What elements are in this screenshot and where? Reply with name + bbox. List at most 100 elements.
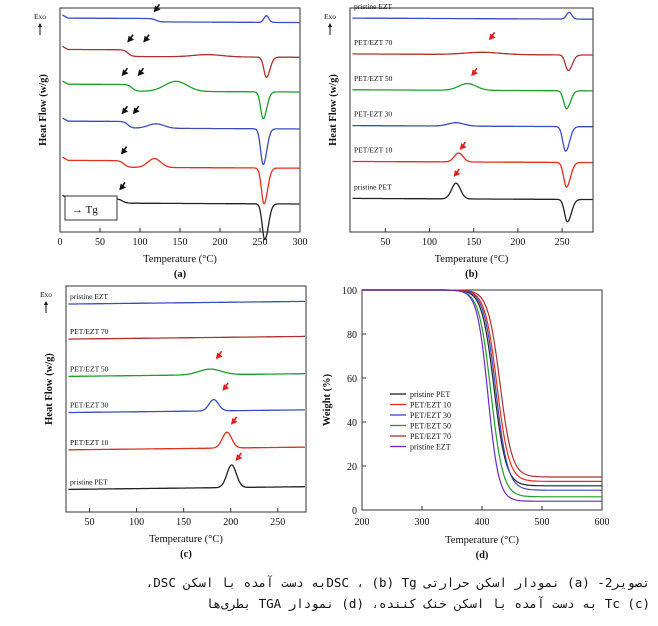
legend-entry-1: pristine PET bbox=[410, 390, 450, 399]
series-line-5 bbox=[62, 156, 300, 205]
series-line-1 bbox=[352, 11, 593, 20]
exo-arrow-head bbox=[38, 23, 42, 27]
series-label-3: PET/EZT 50 bbox=[354, 74, 393, 83]
y-tick-label: 40 bbox=[347, 418, 357, 429]
legend-entry-6: pristine EZT bbox=[410, 443, 451, 452]
legend-entry: → Tg bbox=[72, 204, 98, 216]
x-tick-label: 250 bbox=[555, 237, 570, 248]
series-line-3 bbox=[352, 82, 593, 110]
arrow-marker-6 bbox=[121, 105, 129, 115]
y-tick-label: 0 bbox=[352, 506, 357, 517]
arrow-marker-5 bbox=[137, 67, 145, 77]
arrow-head bbox=[120, 147, 128, 155]
legend-entry-3: PET/EZT 30 bbox=[410, 411, 451, 420]
exo-arrow-head bbox=[44, 301, 48, 305]
series-line-6 bbox=[352, 182, 593, 223]
arrow-head bbox=[459, 143, 467, 150]
plot-frame bbox=[349, 7, 594, 233]
y-tick-label: 60 bbox=[347, 374, 357, 385]
exo-label: Exo bbox=[324, 12, 336, 21]
y-axis-label: Heat Flow (w/g) bbox=[44, 353, 55, 425]
series-line-3 bbox=[62, 80, 300, 120]
chart-panel-d: 200 300 400 500 600 0 20 40 60 80 100 pristine PET P… bbox=[322, 286, 610, 561]
figure-caption: تصویر2- (a) نمودار اسکن حرارتی DSC ، (b)… bbox=[8, 572, 650, 614]
x-axis-label: Temperature (°C) bbox=[149, 534, 223, 545]
series-label-3: PET/EZT 50 bbox=[70, 364, 109, 373]
arrow-head bbox=[488, 33, 496, 41]
x-tick-label: 100 bbox=[422, 237, 437, 248]
x-tick-label: 250 bbox=[253, 237, 268, 248]
arrow-head bbox=[119, 183, 127, 191]
series-line-1 bbox=[68, 300, 305, 305]
x-axis-label: Temperature (°C) bbox=[445, 535, 519, 546]
arrow-head bbox=[153, 5, 161, 13]
series-line-5 bbox=[68, 431, 305, 451]
arrow-marker-9 bbox=[119, 181, 127, 191]
x-tick-label: 200 bbox=[223, 517, 238, 528]
x-tick-label: 50 bbox=[95, 237, 105, 248]
series-line-4 bbox=[68, 398, 305, 414]
arrow-head bbox=[127, 35, 135, 43]
legend: → Tg bbox=[64, 195, 118, 221]
arrow-marker-7 bbox=[132, 105, 140, 115]
x-tick-label: 300 bbox=[415, 517, 430, 528]
arrow-marker-1 bbox=[488, 31, 496, 41]
chart-panel-c: pristine EZT PET/EZT 70 PET/EZT 50 PET/EZT … bbox=[40, 285, 307, 560]
series-label-4: PET-EZT 30 bbox=[354, 110, 392, 119]
y-tick-label: 20 bbox=[347, 462, 357, 473]
panel-label: (b) bbox=[465, 269, 478, 280]
x-tick-label: 150 bbox=[466, 237, 481, 248]
caption-line-1: تصویر2- (a) نمودار اسکن حرارتی DSC ، (b)… bbox=[145, 575, 650, 590]
arrow-head bbox=[137, 69, 145, 77]
x-tick-label: 150 bbox=[173, 237, 188, 248]
series-line-6 bbox=[68, 464, 305, 491]
legend-entry-5: PET/EZT 70 bbox=[410, 432, 451, 441]
x-tick-label: 400 bbox=[475, 517, 490, 528]
series-label-6: pristine PET bbox=[354, 182, 392, 191]
series-line-3 bbox=[68, 368, 305, 378]
arrow-head bbox=[132, 107, 140, 115]
arrow-marker-3 bbox=[230, 416, 238, 425]
chart-panel-a: 0 50 100 150 200 250 300 Temperature (°C) (a) Hea… bbox=[34, 3, 308, 280]
arrow-head bbox=[215, 352, 223, 360]
y-axis-label: Weight (%) bbox=[322, 373, 333, 426]
y-tick-label: 100 bbox=[342, 286, 357, 297]
arrow-marker-3 bbox=[459, 141, 467, 150]
x-tick-label: 100 bbox=[129, 517, 144, 528]
arrow-head bbox=[121, 107, 129, 115]
series-line-4 bbox=[62, 117, 300, 166]
panel-label: (d) bbox=[476, 550, 489, 561]
x-tick-label: 50 bbox=[85, 517, 95, 528]
series-label-5: PET/EZT 10 bbox=[354, 145, 393, 154]
y-tick-label: 80 bbox=[347, 330, 357, 341]
arrow-head bbox=[143, 35, 151, 43]
arrow-marker-4 bbox=[453, 168, 461, 177]
arrow-marker-2 bbox=[127, 34, 135, 43]
arrow-marker-4 bbox=[121, 67, 129, 77]
arrow-head bbox=[222, 384, 230, 391]
x-axis-label: Temperature (°C) bbox=[143, 254, 217, 265]
arrow-head bbox=[235, 454, 243, 461]
legend-frame bbox=[64, 195, 118, 221]
x-tick-label: 100 bbox=[133, 237, 148, 248]
x-tick-label: 50 bbox=[380, 237, 390, 248]
arrow-marker-2 bbox=[471, 67, 478, 77]
legend-entry-4: PET/EZT 50 bbox=[410, 422, 451, 431]
arrow-marker-1 bbox=[153, 3, 161, 13]
x-tick-label: 600 bbox=[595, 517, 610, 528]
series-line-2 bbox=[68, 335, 305, 340]
x-tick-label: 150 bbox=[176, 517, 191, 528]
arrow-head bbox=[453, 170, 461, 177]
series-label-2: PET/EZT 70 bbox=[354, 38, 393, 47]
series-label-2: PET/EZT 70 bbox=[70, 327, 109, 336]
arrow-head bbox=[230, 417, 238, 425]
series-line-5 bbox=[352, 152, 593, 188]
series-line-6 bbox=[362, 289, 602, 502]
series-line-1 bbox=[362, 289, 602, 487]
series-line-2 bbox=[362, 289, 602, 482]
y-axis-label: Heat Flow (w/g) bbox=[328, 74, 339, 146]
panel-label: (a) bbox=[174, 269, 187, 280]
arrow-head bbox=[121, 69, 129, 77]
series-line-4 bbox=[352, 122, 593, 152]
